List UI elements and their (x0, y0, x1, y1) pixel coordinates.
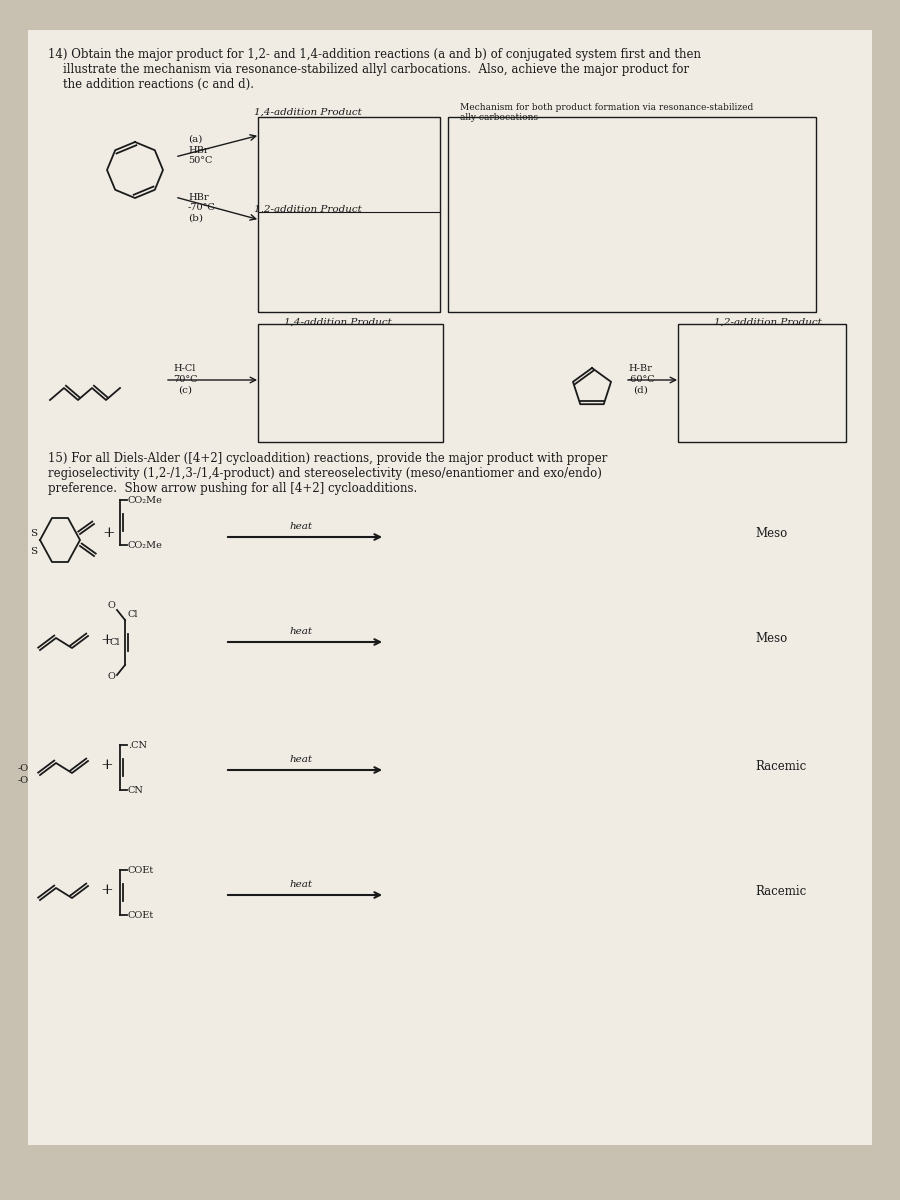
Text: +: + (100, 634, 112, 647)
Text: O: O (107, 601, 115, 610)
Text: 14) Obtain the major product for 1,2- and 1,4-addition reactions (a and b) of co: 14) Obtain the major product for 1,2- an… (48, 48, 701, 91)
Text: HBr: HBr (188, 193, 209, 202)
Text: -70°C: -70°C (188, 203, 216, 212)
Text: Meso: Meso (755, 527, 788, 540)
Text: 1,2-addition Product: 1,2-addition Product (714, 318, 822, 326)
Text: H-Cl: H-Cl (173, 364, 195, 373)
Text: CN: CN (128, 786, 144, 794)
Text: -60°C: -60°C (628, 374, 655, 384)
Text: 15) For all Diels-Alder ([4+2] cycloaddition) reactions, provide the major produ: 15) For all Diels-Alder ([4+2] cycloaddi… (48, 452, 608, 494)
Text: S: S (30, 529, 37, 538)
Bar (258, 116, 440, 312)
Bar (678, 324, 846, 442)
Text: O: O (107, 672, 115, 680)
Text: CO₂Me: CO₂Me (128, 541, 163, 550)
Text: -O: -O (18, 776, 29, 785)
Bar (258, 324, 443, 442)
Text: -O: -O (18, 764, 29, 773)
Text: 1,4-addition Product: 1,4-addition Product (254, 108, 362, 116)
Text: 70°C: 70°C (173, 374, 197, 384)
Bar (448, 116, 816, 312)
Text: 1,2-addition Product: 1,2-addition Product (254, 205, 362, 214)
Text: 1,4-addition Product: 1,4-addition Product (284, 318, 392, 326)
Text: Cl: Cl (127, 610, 138, 619)
Text: heat: heat (290, 755, 313, 764)
Text: (c): (c) (178, 386, 192, 395)
Text: S: S (30, 547, 37, 556)
Text: +: + (100, 883, 112, 898)
Text: COEt: COEt (128, 911, 154, 920)
Text: +: + (102, 526, 115, 540)
Text: Cl: Cl (109, 638, 120, 647)
Text: Racemic: Racemic (755, 760, 806, 773)
Text: H-Br: H-Br (628, 364, 652, 373)
Text: Racemic: Racemic (755, 886, 806, 898)
Text: (b): (b) (188, 214, 203, 223)
Text: .CN: .CN (128, 740, 147, 750)
Text: Mechanism for both product formation via resonance-stabilized
ally carbocations: Mechanism for both product formation via… (460, 103, 753, 122)
Text: +: + (100, 758, 112, 772)
Text: heat: heat (290, 626, 313, 636)
Text: (a): (a) (188, 134, 202, 144)
Text: HBr: HBr (188, 146, 209, 155)
Text: heat: heat (290, 522, 313, 530)
Text: CO₂Me: CO₂Me (128, 496, 163, 505)
Text: COEt: COEt (128, 866, 154, 875)
Text: Meso: Meso (755, 632, 788, 646)
Text: heat: heat (290, 880, 313, 889)
Text: (d): (d) (633, 386, 648, 395)
Text: 50°C: 50°C (188, 156, 212, 164)
